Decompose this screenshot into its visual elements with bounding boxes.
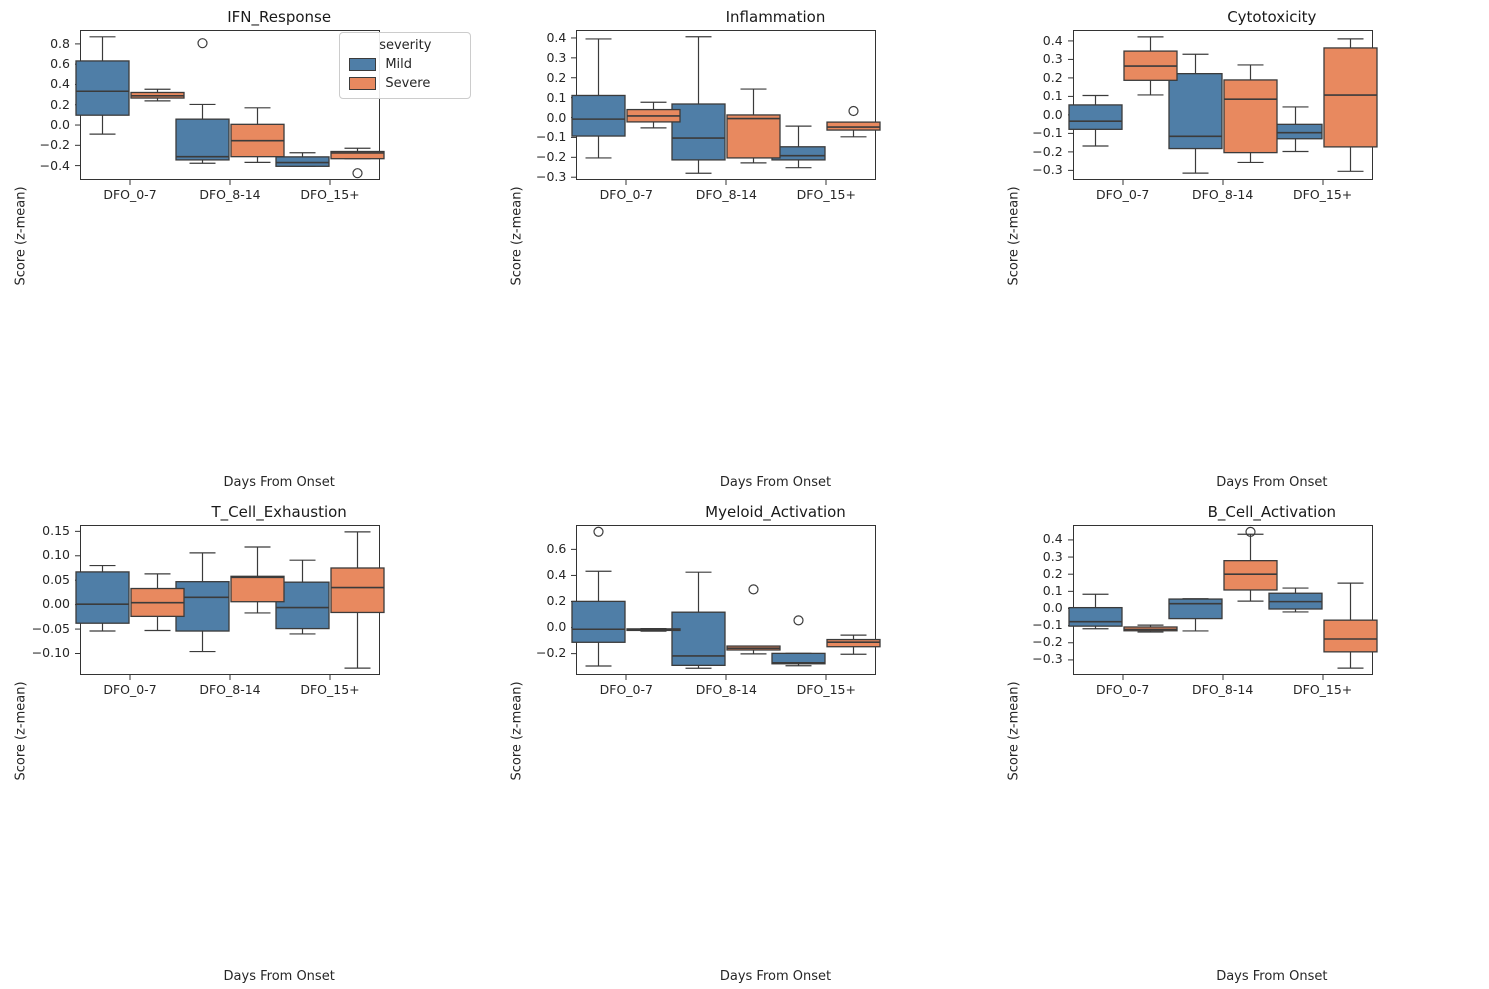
- legend-swatch-mild: [349, 58, 377, 71]
- y-axis-label: Score (z-mean): [1006, 680, 1022, 781]
- panel-title: Cytotoxicity: [1227, 8, 1317, 26]
- y-tick-label: −0.2: [535, 149, 567, 165]
- y-tick-label: −0.3: [1032, 651, 1063, 667]
- y-tick-label: 0.2: [546, 592, 567, 608]
- y-tick-label: 0.3: [546, 49, 567, 65]
- y-tick-label: 0.3: [1042, 548, 1063, 564]
- y-axis-label: Score (z-mean): [509, 680, 525, 781]
- y-tick-label: −0.2: [39, 137, 70, 153]
- y-tick-label: 0.6: [50, 56, 70, 72]
- panel-myeloid-activation: Myeloid_Activation Score (z-mean) Days F…: [496, 495, 992, 989]
- y-tick-label: −0.3: [1032, 162, 1063, 178]
- plot-area: [1067, 30, 1378, 185]
- y-tick-label: 0.0: [1042, 599, 1063, 615]
- y-tick-label: 0.15: [42, 522, 70, 538]
- x-axis-label: Days From Onset: [1216, 474, 1328, 490]
- panel-title: B_Cell_Activation: [1207, 502, 1337, 521]
- y-tick-label: −0.2: [1032, 143, 1063, 159]
- legend-label-severe: Severe: [385, 76, 431, 91]
- y-tick-label: 0.1: [546, 89, 567, 105]
- y-tick-label: 0.4: [1042, 32, 1063, 48]
- y-tick-label: −0.2: [535, 645, 567, 661]
- legend-swatch-severe: [349, 77, 377, 90]
- y-axis-label: Score (z-mean): [13, 680, 29, 781]
- x-tick-label: DFO_0-7: [103, 681, 157, 697]
- panel-title: IFN_Response: [227, 8, 332, 26]
- y-tick-label: 0.1: [1042, 88, 1063, 104]
- x-tick-label: DFO_0-7: [1095, 681, 1150, 697]
- y-tick-label: −0.05: [31, 620, 70, 636]
- panel-cytotoxicity: Cytotoxicity Score (z-mean) Days From On…: [993, 0, 1489, 495]
- y-axis-label: Score (z-mean): [509, 186, 525, 286]
- x-tick-label: DFO_15+: [1293, 187, 1353, 202]
- x-tick-label: DFO_15+: [300, 187, 360, 202]
- panel-b-cell-activation: B_Cell_Activation Score (z-mean) Days Fr…: [993, 495, 1489, 989]
- x-tick-label: DFO_8-14: [695, 681, 757, 697]
- y-tick-label: −0.4: [39, 157, 70, 173]
- y-tick-label: 0.2: [1042, 565, 1063, 581]
- plot-area: [571, 524, 881, 680]
- x-tick-label: DFO_0-7: [599, 681, 653, 697]
- y-tick-label: −0.10: [31, 645, 70, 660]
- y-tick-label: 0.4: [50, 76, 70, 92]
- x-axis-label: Days From Onset: [223, 969, 335, 984]
- y-tick-label: 0.0: [1042, 106, 1063, 122]
- legend-label-mild: Mild: [385, 57, 413, 72]
- panel-title: T_Cell_Exhaustion: [211, 502, 347, 521]
- x-tick-label: DFO_15+: [1293, 681, 1353, 697]
- x-tick-label: DFO_8-14: [199, 187, 261, 202]
- y-tick-label: 0.0: [546, 619, 567, 635]
- legend: severity Mild Severe: [339, 32, 472, 99]
- y-tick-label: 0.4: [546, 566, 567, 582]
- y-tick-label: 0.4: [546, 29, 567, 45]
- x-axis-label: Days From Onset: [1216, 969, 1328, 984]
- y-tick-label: 0.00: [42, 596, 70, 612]
- y-tick-label: 0.1: [1042, 582, 1063, 598]
- x-tick-label: DFO_8-14: [1192, 681, 1254, 697]
- y-tick-label: 0.2: [1042, 69, 1063, 85]
- x-tick-label: DFO_8-14: [1192, 187, 1254, 202]
- x-tick-label: DFO_15+: [796, 187, 856, 202]
- y-tick-label: −0.3: [535, 169, 567, 185]
- panel-ifn-response: IFN_Response Score (z-mean) Days From On…: [0, 0, 496, 495]
- plot-area: [1067, 524, 1378, 680]
- x-tick-label: DFO_8-14: [199, 681, 261, 697]
- x-axis-label: Days From Onset: [719, 474, 832, 490]
- y-axis-label: Score (z-mean): [1006, 186, 1022, 286]
- legend-title: severity: [379, 38, 432, 53]
- x-tick-label: DFO_0-7: [1095, 187, 1150, 202]
- y-axis-label: Score (z-mean): [13, 186, 29, 286]
- y-tick-label: 0.6: [546, 540, 567, 556]
- plot-area: [75, 30, 385, 185]
- legend-entry-severe: Severe: [349, 76, 461, 91]
- panel-inflammation: Inflammation Score (z-mean) Days From On…: [496, 0, 992, 495]
- x-tick-label: DFO_0-7: [599, 187, 653, 202]
- y-tick-label: 0.2: [546, 69, 567, 85]
- y-tick-label: 0.2: [50, 96, 70, 112]
- y-tick-label: −0.1: [535, 129, 567, 145]
- x-tick-label: DFO_0-7: [103, 187, 157, 202]
- y-tick-label: −0.1: [1032, 617, 1063, 633]
- y-tick-label: 0.10: [42, 547, 70, 563]
- y-tick-label: 0.3: [1042, 51, 1063, 67]
- y-tick-label: 0.8: [50, 35, 70, 51]
- x-tick-label: DFO_15+: [796, 681, 856, 697]
- y-tick-label: 0.4: [1042, 531, 1063, 547]
- y-tick-label: −0.1: [1032, 125, 1063, 141]
- plot-area: [571, 30, 881, 185]
- y-tick-label: −0.2: [1032, 634, 1063, 650]
- y-tick-label: 0.0: [50, 117, 70, 133]
- panel-title: Inflammation: [725, 8, 826, 26]
- x-tick-label: DFO_15+: [300, 681, 360, 697]
- legend-entry-mild: Mild: [349, 57, 461, 72]
- x-axis-label: Days From Onset: [223, 474, 335, 490]
- y-tick-label: 0.05: [42, 571, 70, 587]
- y-tick-label: 0.0: [546, 109, 567, 125]
- panel-title: Myeloid_Activation: [705, 502, 846, 521]
- x-tick-label: DFO_8-14: [695, 187, 757, 202]
- x-axis-label: Days From Onset: [719, 969, 832, 984]
- panel-t-cell-exhaustion: T_Cell_Exhaustion Score (z-mean) Days Fr…: [0, 495, 496, 989]
- plot-area: [75, 524, 385, 680]
